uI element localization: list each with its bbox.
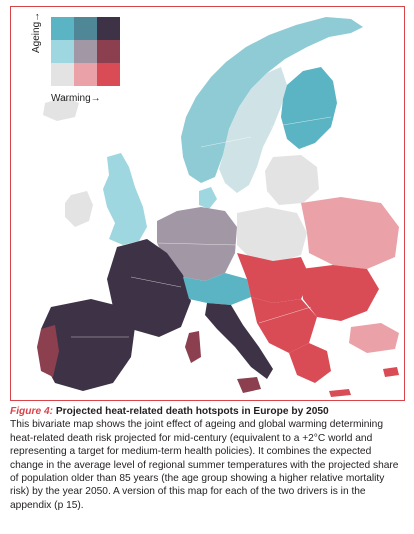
legend-cell [97, 17, 120, 40]
legend-cell [51, 17, 74, 40]
legend-cell [97, 40, 120, 63]
legend-cell [74, 40, 97, 63]
caption-body: This bivariate map shows the joint effec… [10, 419, 399, 511]
region-finland [281, 67, 337, 149]
region-ireland [65, 191, 93, 227]
figure-title: Projected heat-related death hotspots in… [53, 406, 329, 417]
region-crete [329, 389, 351, 397]
europe-bivariate-map [37, 17, 399, 397]
map-frame: Ageing→ Warming→ [10, 6, 405, 401]
legend-grid [51, 17, 120, 86]
region-france [107, 239, 191, 337]
region-central [237, 253, 311, 303]
region-greece [289, 343, 331, 383]
region-sardinia [185, 331, 201, 363]
region-poland [237, 207, 307, 263]
region-sicily [237, 377, 261, 393]
region-balkans [251, 297, 317, 353]
legend-cell [74, 63, 97, 86]
region-cyprus [383, 367, 399, 377]
figure-caption: Figure 4: Projected heat-related death h… [10, 405, 400, 512]
legend-cell [74, 17, 97, 40]
region-norway [181, 17, 363, 183]
region-alps [183, 273, 251, 305]
region-sweden [219, 67, 287, 193]
region-baltics [265, 155, 319, 205]
region-portugal [37, 325, 59, 377]
region-iberia [41, 299, 135, 391]
legend-cell [51, 63, 74, 86]
region-romania-bulgaria [301, 265, 379, 321]
region-east [301, 197, 399, 269]
figure-label: Figure 4: [10, 406, 54, 417]
legend-x-axis-label: Warming→ [51, 93, 101, 104]
caption-heading: Figure 4: Projected heat-related death h… [10, 405, 400, 418]
region-great-britain [103, 153, 147, 245]
legend-cell [97, 63, 120, 86]
legend-cell [51, 40, 74, 63]
region-iceland [43, 97, 79, 121]
region-denmark [199, 187, 217, 209]
region-italy [205, 303, 273, 379]
legend-y-axis-label: Ageing→ [31, 11, 42, 53]
region-turkey-west [349, 323, 399, 353]
